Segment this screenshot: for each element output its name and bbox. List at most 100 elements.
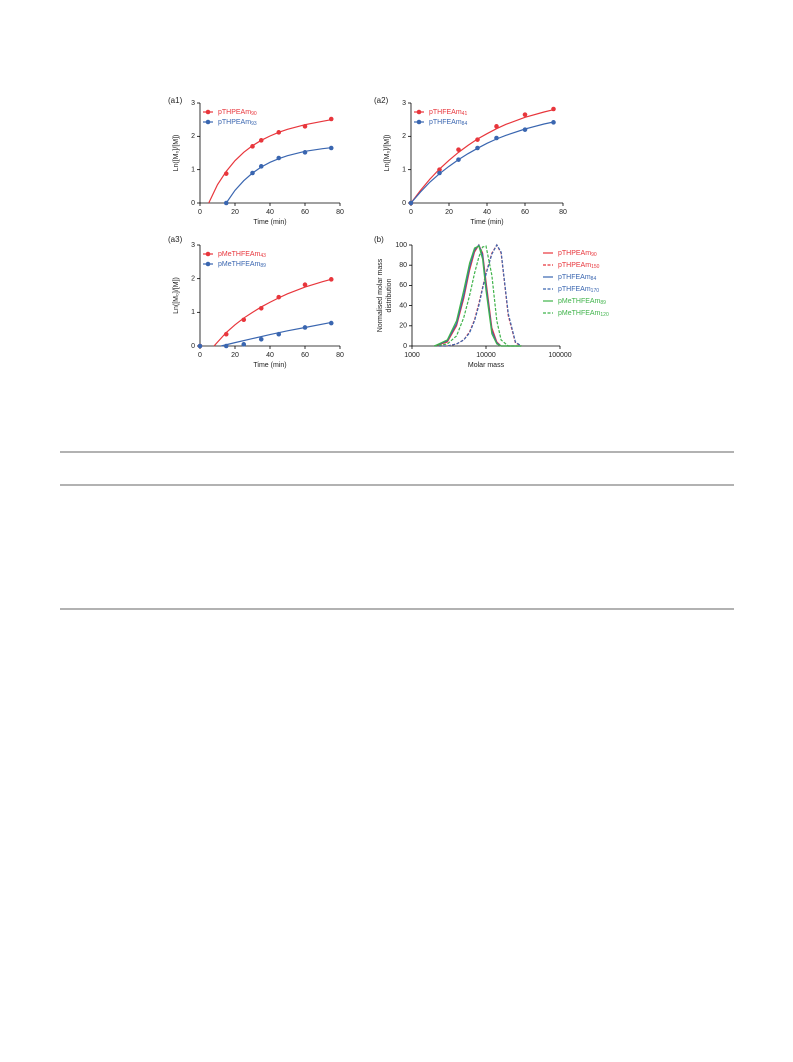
data-point: [302, 124, 308, 129]
y-tick-label: 2: [191, 276, 195, 283]
legend-name: pTHPEAm: [218, 119, 251, 126]
fit-line: [208, 119, 332, 204]
data-point: [475, 145, 480, 151]
legend-name: pMeTHFEAm: [218, 251, 261, 258]
x-axis-label: Time (min): [253, 219, 286, 226]
legend-subscript: 84: [591, 276, 597, 282]
data-point: [302, 325, 308, 330]
data-point: [258, 336, 264, 342]
legend-subscript: 41: [462, 111, 468, 117]
y-tick-label: 0: [403, 343, 407, 350]
legend-marker: [205, 251, 211, 257]
data-point: [328, 116, 334, 122]
legend-label: pMeTHFEAm89: [218, 261, 266, 269]
x-tick-label: 80: [336, 352, 344, 359]
legend-subscript: 90: [591, 252, 597, 258]
legend-subscript: 150: [591, 264, 600, 270]
x-tick-label: 20: [445, 209, 453, 216]
data-point: [522, 112, 528, 117]
data-point: [223, 200, 229, 206]
legend-subscript: 89: [600, 300, 606, 306]
y-tick-label: 3: [191, 242, 195, 249]
data-point: [302, 150, 308, 155]
legend-label: pTHFEAm41: [429, 109, 467, 117]
legend-label: pMeTHFEAm120: [558, 310, 609, 318]
legend-marker: [205, 109, 211, 115]
fit-line: [220, 321, 332, 347]
legend-label: pTHPEAm90: [558, 250, 597, 258]
legend-name: pTHPEAm: [558, 250, 591, 257]
x-tick-label: 20: [231, 352, 239, 359]
legend-label: pTHPEAm90: [218, 109, 257, 117]
legend-subscript: 90: [251, 111, 257, 117]
data-point: [276, 294, 282, 300]
data-point: [522, 127, 528, 132]
distribution-line: [434, 245, 522, 347]
panel-title: (a3): [168, 235, 183, 244]
legend-label: pTHFEAm84: [558, 274, 596, 282]
x-tick-label: 60: [521, 209, 529, 216]
legend-label: pTHPEAm93: [218, 119, 257, 127]
legend-subscript: 43: [260, 253, 266, 259]
x-axis-label: Molar mass: [468, 362, 505, 369]
fit-line: [225, 147, 332, 204]
data-point: [456, 157, 461, 162]
data-point: [408, 200, 414, 206]
data-point: [456, 147, 461, 152]
data-point: [328, 277, 334, 282]
y-tick-label: 3: [402, 100, 406, 107]
x-tick-label: 0: [198, 209, 202, 216]
x-axis-label: Time (min): [470, 219, 503, 226]
legend-subscript: 170: [591, 288, 600, 294]
data-point: [328, 320, 334, 326]
legend-marker: [205, 119, 211, 125]
legend-subscript: 89: [260, 263, 266, 269]
y-tick-label: 60: [399, 282, 407, 289]
y-tick-label: 1: [402, 167, 406, 174]
distribution-line: [434, 245, 522, 347]
x-axis-label: Time (min): [253, 362, 286, 369]
data-point: [276, 331, 282, 337]
y-axis-label: Ln([M₀]/[M]): [173, 135, 180, 172]
data-point: [223, 171, 229, 176]
panel-title: (a2): [374, 96, 389, 105]
data-point: [258, 138, 264, 143]
fit-line: [410, 121, 554, 204]
x-tick-label: 0: [198, 352, 202, 359]
y-tick-label: 3: [191, 100, 195, 107]
legend-label: pMeTHFEAm43: [218, 251, 266, 259]
y-tick-label: 1: [191, 167, 195, 174]
legend-name: pMeTHFEAm: [558, 310, 601, 317]
data-point: [241, 317, 247, 323]
fit-line: [213, 278, 332, 347]
legend-name: pMeTHFEAm: [218, 261, 261, 268]
data-point: [494, 124, 499, 129]
data-point: [258, 305, 264, 311]
panel-title: (a1): [168, 96, 183, 105]
data-point: [250, 170, 255, 176]
y-tick-label: 2: [402, 133, 406, 140]
data-point: [276, 155, 282, 161]
data-point: [437, 167, 442, 172]
legend-label: pTHFEAm170: [558, 286, 599, 294]
data-point: [437, 170, 442, 176]
x-tick-label: 40: [266, 352, 274, 359]
x-tick-label: 10000: [476, 352, 496, 359]
y-tick-label: 20: [399, 323, 407, 330]
y-axis-label: Ln([M₀]/[M]): [173, 277, 180, 314]
data-point: [197, 343, 203, 349]
data-point: [223, 331, 229, 337]
legend-name: pTHFEAm: [429, 109, 462, 116]
data-point: [223, 343, 229, 349]
data-point: [258, 164, 264, 169]
legend-marker: [205, 261, 211, 267]
legend-subscript: 120: [600, 312, 609, 318]
panel-title: (b): [374, 235, 384, 244]
legend-name: pTHFEAm: [429, 119, 462, 126]
data-point: [302, 282, 308, 288]
x-tick-label: 20: [231, 209, 239, 216]
legend-name: pMeTHFEAm: [558, 298, 601, 305]
y-tick-label: 0: [191, 343, 195, 350]
y-tick-label: 0: [402, 200, 406, 207]
